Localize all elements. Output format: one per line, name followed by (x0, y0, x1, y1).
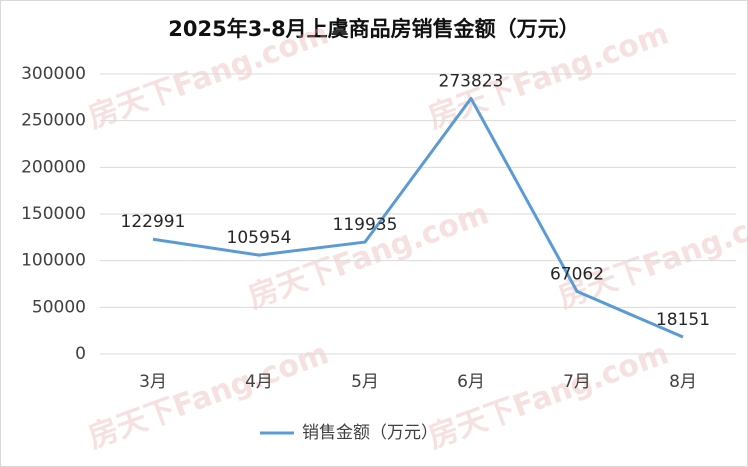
y-tick-label: 50000 (32, 297, 86, 317)
y-tick-label: 200000 (21, 157, 86, 177)
y-tick-label: 0 (75, 344, 86, 364)
x-tick-label: 6月 (457, 372, 485, 392)
chart-title: 2025年3-8月上虞商品房销售金额（万元） (168, 17, 579, 41)
y-tick-label: 250000 (21, 111, 86, 131)
x-tick-label: 5月 (351, 372, 379, 392)
x-tick-label: 7月 (563, 372, 591, 392)
data-label: 18151 (656, 310, 710, 330)
legend-label: 销售金额（万元） (302, 423, 438, 443)
data-label: 67062 (550, 264, 604, 284)
y-tick-label: 150000 (21, 204, 86, 224)
y-tick-label: 100000 (21, 251, 86, 271)
data-label: 105954 (227, 228, 292, 248)
x-tick-label: 4月 (245, 372, 273, 392)
data-label: 119935 (333, 215, 398, 235)
data-label: 273823 (439, 71, 504, 91)
data-label: 122991 (121, 212, 186, 232)
x-tick-label: 8月 (669, 372, 697, 392)
x-tick-label: 3月 (139, 372, 167, 392)
y-tick-label: 300000 (21, 64, 86, 84)
series-line (152, 96, 684, 339)
